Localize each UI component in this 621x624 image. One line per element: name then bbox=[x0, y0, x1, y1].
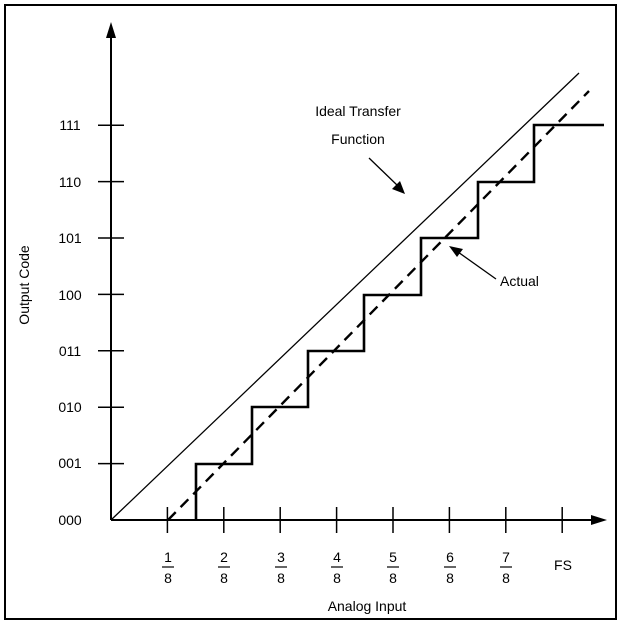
x-tick-label-4-8: 4 8 bbox=[331, 549, 343, 586]
fraction-denominator: 8 bbox=[389, 570, 397, 586]
y-tick-label-000: 000 bbox=[58, 512, 82, 528]
x-tick-label-2-8: 2 8 bbox=[218, 549, 230, 586]
ideal-pointer-arrowhead bbox=[392, 181, 405, 194]
actual-pointer-arrowhead bbox=[449, 246, 463, 257]
x-axis-arrowhead bbox=[591, 515, 607, 525]
fraction-denominator: 8 bbox=[446, 570, 454, 586]
x-axis-title: Analog Input bbox=[328, 598, 407, 614]
y-tick-label-010: 010 bbox=[58, 399, 82, 415]
ideal-transfer-line bbox=[110, 72, 580, 521]
fraction-denominator: 8 bbox=[333, 570, 341, 586]
x-tick-label-5-8: 5 8 bbox=[387, 549, 399, 586]
fraction-numerator: 4 bbox=[333, 549, 341, 565]
fraction-denominator: 8 bbox=[502, 570, 510, 586]
y-axis-ticks bbox=[98, 124, 124, 465]
y-tick-label-101: 101 bbox=[58, 230, 82, 246]
y-tick-label-110: 110 bbox=[59, 174, 82, 190]
y-axis-title: Output Code bbox=[16, 245, 32, 325]
x-axis-ticks bbox=[166, 507, 563, 533]
y-tick-label-100: 100 bbox=[58, 287, 82, 303]
ideal-pointer-line bbox=[368, 157, 399, 187]
actual-label: Actual bbox=[500, 273, 539, 289]
ideal-label-line2: Function bbox=[331, 131, 385, 147]
y-tick-label-111: 111 bbox=[59, 117, 80, 133]
fraction-denominator: 8 bbox=[277, 570, 285, 586]
y-axis-arrowhead bbox=[106, 22, 116, 38]
fraction-denominator: 8 bbox=[164, 570, 172, 586]
fraction-numerator: 1 bbox=[164, 549, 172, 565]
x-tick-label-fs: FS bbox=[554, 557, 572, 573]
x-tick-label-6-8: 6 8 bbox=[444, 549, 456, 586]
x-axis-fraction-labels: 1 8 2 8 3 8 4 8 5 8 6 8 7 bbox=[162, 549, 572, 586]
actual-dashed-line bbox=[167, 90, 590, 521]
fraction-numerator: 5 bbox=[389, 549, 397, 565]
diagram-border bbox=[4, 4, 617, 620]
actual-staircase bbox=[194, 123, 604, 520]
x-tick-label-1-8: 1 8 bbox=[162, 549, 174, 586]
fraction-numerator: 3 bbox=[277, 549, 285, 565]
x-tick-label-3-8: 3 8 bbox=[275, 549, 287, 586]
fraction-numerator: 2 bbox=[220, 549, 228, 565]
fraction-numerator: 7 bbox=[502, 549, 510, 565]
x-tick-label-7-8: 7 8 bbox=[500, 549, 512, 586]
y-tick-label-001: 001 bbox=[58, 455, 82, 471]
ideal-label-line1: Ideal Transfer bbox=[315, 103, 401, 119]
fraction-denominator: 8 bbox=[220, 570, 228, 586]
y-tick-label-011: 011 bbox=[59, 343, 82, 359]
fraction-numerator: 6 bbox=[446, 549, 454, 565]
actual-pointer-line bbox=[457, 251, 497, 280]
y-axis-tick-labels: 000 001 010 011 100 101 110 111 bbox=[58, 117, 82, 528]
